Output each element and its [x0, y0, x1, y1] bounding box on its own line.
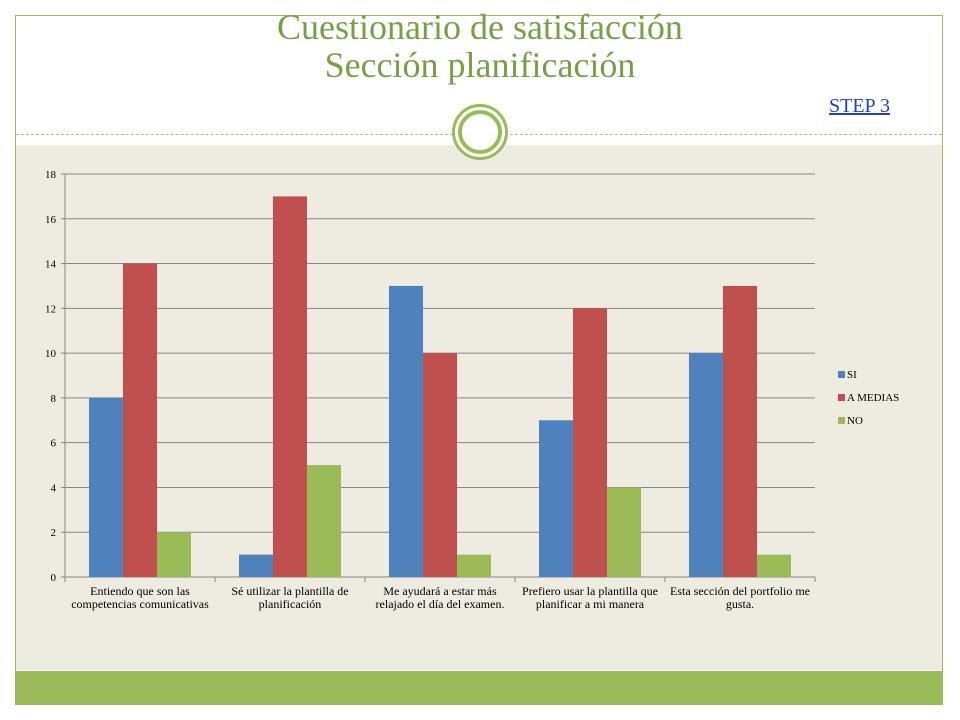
title-line-2: Sección planificación	[324, 45, 636, 85]
bars	[89, 196, 791, 577]
bar-a-medias	[723, 285, 757, 577]
category-label-text: Entiendo que son las competencias comuni…	[71, 585, 209, 611]
title-line-1: Cuestionario de satisfacción	[277, 7, 683, 47]
category-label-text: Me ayudará a estar más relajado el día d…	[375, 585, 505, 611]
footer-band	[16, 671, 942, 704]
legend-label: SI	[847, 369, 857, 381]
decorative-ring-inner-icon	[458, 110, 502, 154]
step-link[interactable]: STEP 3	[829, 95, 890, 117]
y-tick-label: 8	[51, 393, 57, 405]
category-label: Prefiero usar la plantilla que planifica…	[522, 585, 658, 611]
legend-swatch	[838, 394, 845, 401]
bar-si	[539, 420, 573, 577]
bar-no	[757, 554, 791, 577]
category-label: Esta sección del portfolio me gusta.	[670, 585, 810, 611]
category-label: Entiendo que son las competencias comuni…	[71, 585, 209, 611]
bar-si	[689, 353, 723, 577]
bar-si	[389, 285, 423, 577]
bar-no	[457, 554, 491, 577]
legend: SI A MEDIAS NO	[838, 369, 899, 427]
y-tick-label: 2	[51, 527, 57, 539]
category-labels: Entiendo que son las competencias comuni…	[71, 585, 810, 611]
category-label-text: Prefiero usar la plantilla que planifica…	[522, 585, 658, 611]
bar-si	[89, 397, 123, 577]
y-tick-label: 6	[51, 438, 57, 450]
y-tick-label: 14	[45, 259, 57, 271]
category-label: Me ayudará a estar más relajado el día d…	[375, 585, 505, 611]
y-tick-label: 12	[45, 303, 56, 315]
bar-chart: 0 2 4 6 8 10 12 14 16 18 SI A MEDIAS NO Entiendo qu…	[45, 169, 899, 611]
bar-a-medias	[273, 196, 307, 577]
legend-swatch	[838, 417, 845, 424]
bar-no	[307, 465, 341, 577]
slide-frame	[15, 15, 943, 705]
bar-no	[157, 532, 191, 577]
legend-swatch	[838, 371, 845, 378]
content-area	[16, 145, 942, 670]
y-tick-label: 16	[45, 214, 57, 226]
category-label-text: Sé utilizar la plantilla de planificació…	[231, 585, 349, 611]
bar-si	[239, 554, 273, 577]
legend-label: A MEDIAS	[847, 392, 899, 404]
y-tick-labels: 0 2 4 6 8 10 12 14 16 18	[45, 169, 57, 584]
bar-no	[607, 487, 641, 577]
bar-a-medias	[123, 263, 157, 577]
bar-a-medias	[573, 308, 607, 577]
legend-label: NO	[847, 415, 863, 427]
category-label: Sé utilizar la plantilla de planificació…	[231, 585, 349, 611]
y-tick-label: 18	[45, 169, 57, 181]
y-tick-label: 10	[45, 348, 57, 360]
category-label-text: Esta sección del portfolio me gusta.	[670, 585, 810, 611]
bar-a-medias	[423, 353, 457, 577]
y-tick-label: 0	[51, 572, 57, 584]
slide-title: Cuestionario de satisfacción Sección pla…	[0, 8, 960, 84]
y-tick-label: 4	[51, 482, 57, 494]
